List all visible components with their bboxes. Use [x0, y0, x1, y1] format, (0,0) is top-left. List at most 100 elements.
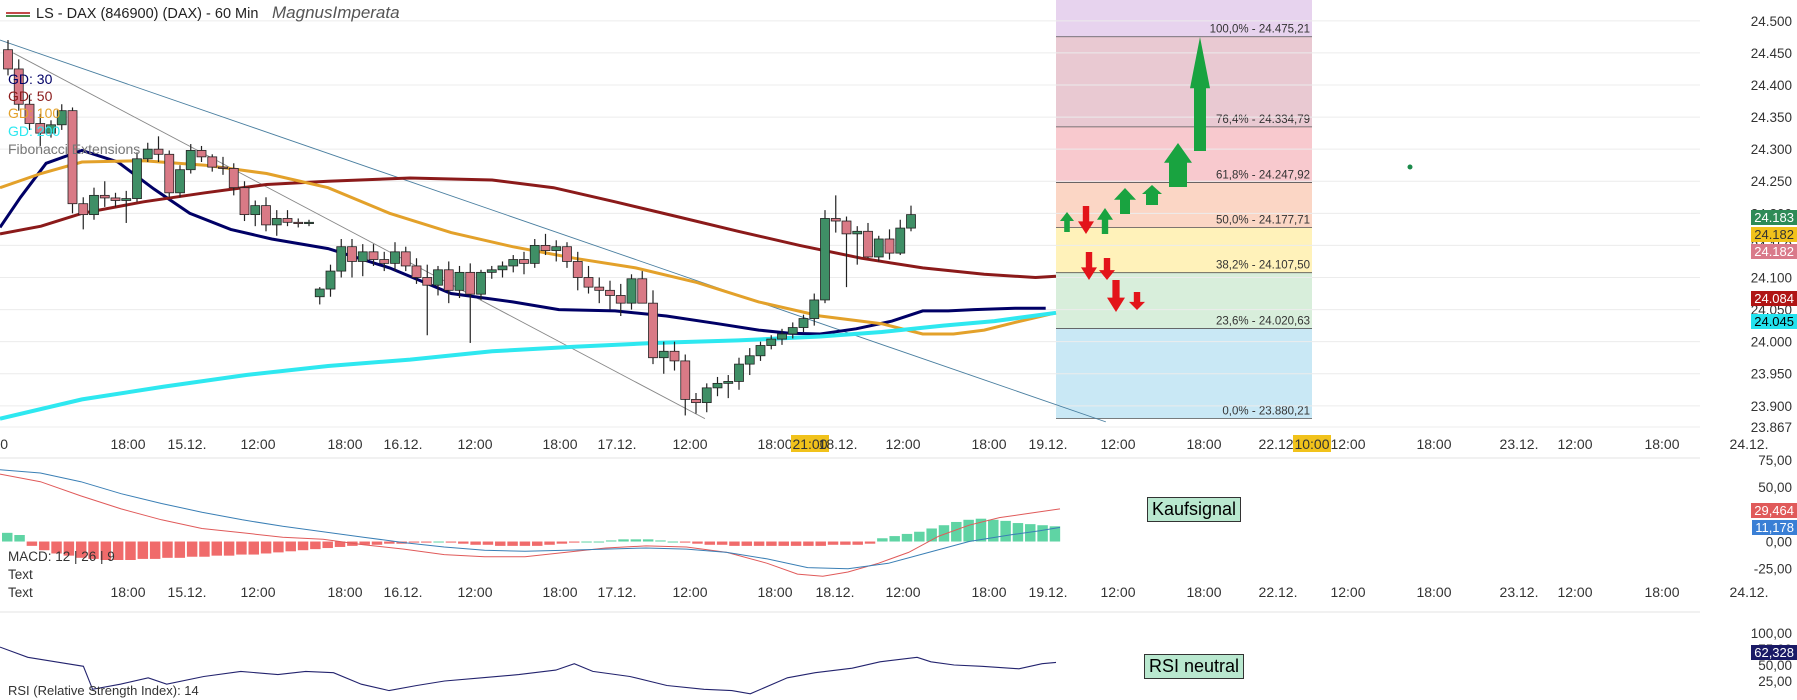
arrow-up-icon [1060, 212, 1074, 232]
y-tick-label: 24.250 [1751, 174, 1792, 189]
macd-x-tick-label: 19.12. [1029, 584, 1068, 600]
candle-body [841, 220, 852, 235]
candle-body [24, 103, 35, 124]
arrow-down-icon [1099, 258, 1115, 280]
candle-body [239, 187, 250, 216]
candle-body [519, 259, 529, 264]
page-title: LS - DAX (846900) (DAX) - 60 Min [36, 6, 258, 22]
candle-body [637, 278, 648, 304]
x-tick-label: 24.12. [1730, 436, 1769, 452]
macd-histogram-bar [852, 541, 863, 545]
macd-histogram-bar [556, 541, 568, 544]
macd-histogram-bar [223, 541, 235, 556]
gd200-legend-label: GD: 200 [8, 123, 60, 139]
price-badge: 24.084 [1751, 291, 1797, 306]
candle-body [228, 168, 239, 189]
x-tick-label: 12:00 [672, 436, 707, 452]
candle-body [497, 265, 508, 271]
macd-histogram-bar [544, 541, 555, 545]
macd-histogram-bar [1049, 526, 1061, 542]
trend-line [0, 39, 1106, 423]
arrow-up-icon [1164, 143, 1192, 187]
macd-line [0, 473, 1061, 577]
macd-x-tick-label: 18:00 [1186, 584, 1221, 600]
fib-level-label: 0,0% - 23.880,21 [1222, 406, 1310, 418]
macd-histogram-bar [507, 541, 518, 546]
candle-body [863, 230, 873, 258]
candle-body [89, 194, 99, 216]
candle-body [884, 238, 895, 254]
macd-histogram-bar [766, 541, 777, 546]
fib-level-label: 23,6% - 24.020,63 [1216, 315, 1310, 327]
x-tick-label: 18:00 [327, 436, 362, 452]
x-tick-label: 18:00 [110, 436, 145, 452]
macd-histogram-bar [1037, 525, 1048, 542]
y-tick-label: 24.500 [1751, 14, 1792, 29]
macd-histogram-bar [1012, 523, 1024, 542]
fib-level-label: 76,4% - 24.334,79 [1216, 114, 1310, 126]
macd-x-tick-label: 18:00 [542, 584, 577, 600]
candle-body [175, 169, 185, 194]
candle-body [78, 203, 89, 216]
rsi-line [0, 646, 1057, 695]
candle-body [400, 251, 411, 267]
macd-histogram-bar [433, 541, 444, 543]
candle-body [304, 221, 314, 224]
macd-histogram-bar [642, 539, 654, 542]
candle-body [465, 271, 476, 295]
candle-body [368, 251, 379, 260]
macd-histogram-bar [75, 541, 87, 558]
macd-histogram-bar [211, 541, 223, 556]
y-tick-label: 24.000 [1751, 335, 1792, 350]
macd-histogram-bar [803, 541, 814, 546]
macd-histogram-bar [951, 521, 962, 542]
macd-histogram-bar [408, 541, 420, 543]
arrow-down-icon [1129, 292, 1145, 310]
candle-body [906, 214, 916, 229]
macd-histogram-bar [495, 541, 506, 546]
fib-zone [1056, 227, 1312, 273]
macd-histogram-bar [568, 541, 580, 543]
candle-body [207, 156, 218, 168]
macd-histogram-bar [14, 535, 25, 542]
rsi-y-tick-label: 100,00 [1751, 626, 1792, 641]
macd-histogram-bar [729, 541, 740, 546]
candle-body [809, 299, 820, 319]
macd-histogram-bar [162, 541, 173, 558]
candle-body [852, 230, 863, 235]
macd-histogram-bar [630, 539, 642, 542]
macd-histogram-bar [2, 532, 13, 542]
macd-histogram-bar [100, 541, 112, 560]
macd-histogram-bar [926, 528, 937, 542]
x-tick-highlight [1293, 435, 1331, 452]
x-tick-label: 18:00 [1186, 436, 1221, 452]
macd-x-tick-label: 12:00 [885, 584, 920, 600]
macd-histogram-bar [63, 541, 75, 556]
macd-text-label: Text [8, 567, 33, 582]
macd-x-tick-label: 12:00 [457, 584, 492, 600]
macd-histogram-bar [199, 541, 210, 557]
candle-body [282, 218, 293, 223]
macd-histogram-bar [137, 541, 149, 559]
candle-body [734, 363, 744, 382]
candle-body [701, 387, 712, 404]
candle-body [3, 49, 13, 70]
candle-body [357, 251, 368, 262]
arrow-up-icon [1190, 37, 1210, 151]
macd-histogram-bar [285, 541, 296, 552]
arrow-down-icon [1078, 206, 1094, 234]
arrow-up-icon [1097, 208, 1113, 234]
arrow-up-icon [1142, 185, 1162, 205]
candle-body [723, 381, 734, 384]
moving-average-line [0, 176, 1057, 280]
macd-histogram-bar [51, 541, 62, 554]
x-tick-label: 18.12. [819, 436, 858, 452]
candle-body [540, 245, 551, 251]
macd-x-tick-label: 16.12. [384, 584, 423, 600]
macd-x-tick-label: 24.12. [1730, 584, 1769, 600]
macd-histogram-bar [840, 541, 851, 545]
candle-body [390, 251, 400, 264]
arrow-up-icon [1114, 188, 1136, 214]
